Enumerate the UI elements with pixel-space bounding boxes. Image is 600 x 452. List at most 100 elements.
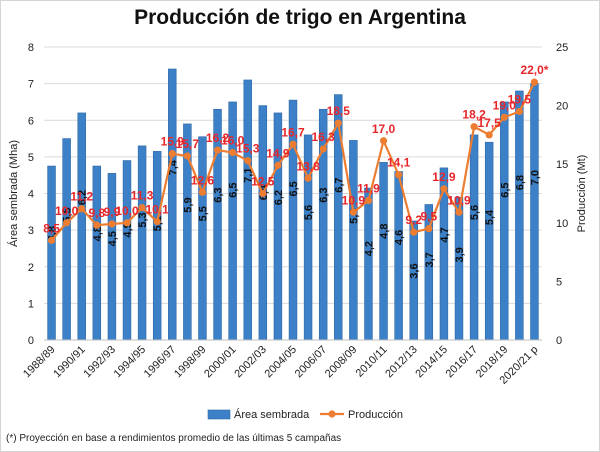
production-point: [93, 221, 101, 229]
x-tick-label: 2010/11: [354, 344, 390, 380]
production-data-label: 9,8: [88, 206, 105, 220]
production-point: [304, 174, 312, 182]
bar-data-label: 6,5: [288, 181, 300, 196]
production-data-label: 17,5: [478, 116, 502, 130]
production-point: [47, 236, 56, 244]
production-point: [319, 145, 327, 153]
bar: [198, 136, 207, 341]
production-data-label: 9,5: [420, 210, 437, 224]
bar-data-label: 6,5: [499, 182, 511, 197]
production-data-label: 12,9: [432, 170, 456, 184]
y-right-tick-label: 0: [556, 335, 562, 347]
y-right-tick-label: 10: [556, 218, 568, 230]
production-point: [530, 78, 539, 86]
bar: [334, 94, 343, 341]
x-tick-label: 2014/15: [413, 344, 450, 381]
x-tick-label: 1996/97: [142, 344, 179, 381]
production-point: [349, 208, 357, 216]
production-point: [153, 218, 161, 226]
production-point: [455, 208, 463, 216]
production-data-label: 10,1: [146, 203, 170, 217]
bar-data-label: 5,3: [137, 212, 149, 227]
production-point: [244, 157, 252, 165]
production-point: [229, 148, 237, 157]
production-point: [108, 220, 116, 228]
bar-data-label: 4,5: [107, 231, 119, 246]
production-data-label: 15,7: [176, 137, 200, 151]
production-point: [168, 150, 176, 158]
production-data-label: 14,9: [266, 146, 290, 160]
production-point: [500, 113, 508, 121]
production-point: [213, 146, 222, 154]
production-data-label: 11,3: [131, 189, 154, 203]
bar-data-label: 6,2: [273, 190, 285, 205]
legend-bar-swatch: [207, 409, 231, 420]
production-point: [198, 188, 207, 196]
bar-data-label: 6,3: [318, 187, 330, 202]
production-point: [515, 107, 523, 116]
bar: [137, 145, 147, 341]
production-data-label: 12,5: [251, 175, 275, 189]
production-point: [410, 228, 418, 236]
x-tick-label: 1994/95: [112, 344, 149, 381]
bar: [107, 173, 117, 341]
production-data-label: 12,6: [191, 173, 215, 187]
x-tick-label: 2012/13: [383, 344, 420, 381]
production-data-label: 18,2: [462, 108, 486, 122]
bar: [409, 220, 418, 341]
production-point: [274, 161, 282, 169]
production-point: [259, 189, 267, 198]
x-tick-label: 2004/05: [263, 344, 300, 381]
legend-bar-label: Área sembrada: [234, 408, 310, 421]
bar-data-label: 6,8: [514, 175, 526, 190]
production-data-label: 16,7: [281, 125, 305, 139]
x-tick-label: 1992/93: [81, 344, 118, 381]
production-point: [395, 171, 403, 179]
bar-data-label: 5,4: [484, 209, 496, 225]
production-data-label: 19,5: [508, 92, 532, 106]
production-point: [289, 140, 297, 148]
y-left-tick-label: 0: [28, 335, 34, 347]
production-data-label: 17,0: [372, 122, 396, 136]
bar: [515, 90, 524, 341]
bar-data-label: 6,2: [77, 190, 89, 205]
production-data-label: 13,8: [296, 159, 320, 173]
production-point: [425, 225, 433, 233]
production-data-label: 18,5: [327, 104, 351, 118]
production-data-label: 9,9: [104, 205, 121, 219]
bar: [454, 196, 464, 341]
production-data-label: 14,1: [387, 156, 411, 170]
production-data-label: 10,0: [55, 204, 79, 218]
y-left-tick-label: 8: [28, 42, 34, 54]
production-point: [63, 219, 71, 227]
bar-data-label: 4,2: [363, 241, 375, 256]
y-right-tick-label: 25: [556, 42, 568, 54]
bar-data-label: 5,5: [197, 206, 209, 221]
bar: [47, 165, 56, 341]
x-tick-label: 2002/03: [232, 344, 269, 381]
bar-data-label: 6,3: [213, 187, 225, 202]
bar: [62, 138, 71, 341]
bar: [394, 171, 403, 341]
production-data-label: 9,2: [405, 213, 422, 227]
production-point: [123, 219, 131, 227]
bar-data-label: 6,5: [228, 182, 240, 197]
bar: [469, 134, 479, 341]
bar: [243, 79, 252, 341]
y-right-axis-title: Producción (Mt): [576, 155, 588, 233]
legend-line-label: Producción: [348, 409, 403, 421]
production-point: [485, 131, 493, 139]
y-left-tick-label: 5: [28, 152, 34, 164]
bar: [258, 105, 268, 341]
bar-data-label: 5,9: [182, 197, 194, 212]
production-point: [78, 205, 86, 213]
bar: [530, 83, 539, 341]
x-tick-label: 1988/89: [21, 344, 58, 381]
production-data-label: 19,0: [493, 98, 517, 112]
bar-data-label: 4,8: [92, 226, 104, 241]
bar: [349, 140, 358, 341]
bar-data-label: 5,6: [303, 205, 315, 220]
production-data-label: 8,5: [43, 221, 60, 235]
production-point: [183, 152, 191, 160]
